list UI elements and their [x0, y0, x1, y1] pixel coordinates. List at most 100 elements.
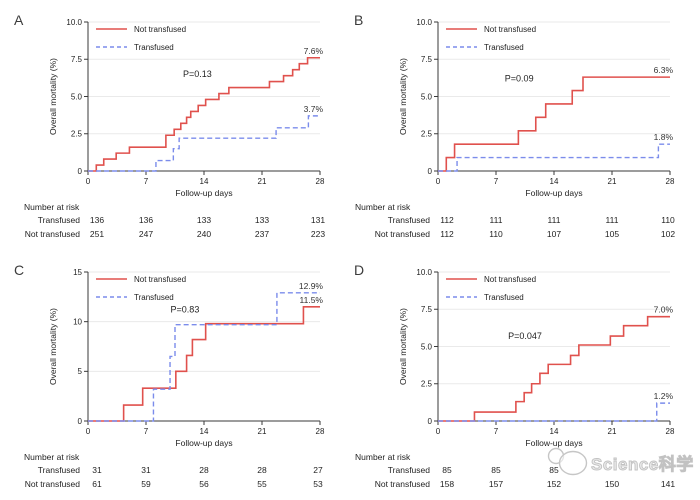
panel-a: A 0 2.5 5.0 7.5 10.0 0 7 14 21 28 Follow-up days Ov… [0, 0, 350, 250]
y-tick-label: 0 [428, 417, 433, 426]
x-axis-label: Follow-up days [175, 188, 232, 198]
y-tick-label: 5 [78, 367, 83, 376]
x-tick-label: 28 [316, 177, 325, 186]
risk-value: 85 [442, 465, 452, 475]
panel-letter-d: D [354, 262, 365, 278]
legend-label: Not transfused [134, 25, 186, 34]
risk-row-label-not-transfused: Not transfused [374, 229, 430, 239]
risk-value: 247 [138, 229, 154, 239]
watermark: Science科学 [545, 444, 694, 480]
risk-value: 152 [546, 479, 562, 489]
x-tick-label: 21 [258, 427, 267, 436]
x-tick-label: 7 [494, 177, 499, 186]
y-tick-label: 7.5 [421, 55, 433, 64]
transfused-curve [438, 143, 670, 172]
km-chart-a: 0 2.5 5.0 7.5 10.0 0 7 14 21 28 Follow-up days Over… [0, 0, 350, 200]
risk-value: 251 [89, 229, 105, 239]
risk-value: 53 [313, 479, 323, 489]
x-axis-label: Follow-up days [175, 438, 232, 448]
legend-label: Transfused [484, 43, 524, 52]
risk-value: 56 [199, 479, 209, 489]
risk-value: 111 [489, 215, 503, 225]
p-value-label: P=0.13 [183, 69, 212, 79]
x-tick-label: 14 [200, 177, 209, 186]
risk-value: 31 [92, 465, 102, 475]
x-tick-label: 7 [144, 427, 149, 436]
y-tick-label: 0 [78, 417, 83, 426]
risk-value: 133 [196, 215, 212, 225]
legend-label: Transfused [484, 293, 524, 302]
not-transfused-curve [88, 56, 320, 172]
risk-value: 55 [257, 479, 267, 489]
risk-value: 112 [440, 215, 454, 225]
risk-row-label-not-transfused: Not transfused [374, 479, 430, 489]
not-transfused-curve [88, 305, 320, 422]
panel-letter-a: A [14, 12, 24, 28]
not-transfused-curve [438, 76, 670, 172]
risk-value: 28 [257, 465, 267, 475]
x-tick-label: 28 [666, 427, 675, 436]
y-tick-label: 2.5 [421, 380, 433, 389]
curve-end-label: 7.6% [304, 46, 324, 56]
risk-value: 105 [604, 229, 620, 239]
risk-row-label-not-transfused: Not transfused [24, 479, 80, 489]
x-tick-label: 0 [436, 177, 441, 186]
p-value-label: P=0.83 [171, 305, 200, 315]
risk-value: 136 [138, 215, 154, 225]
risk-value: 111 [547, 215, 561, 225]
transfused-curve [88, 115, 320, 172]
legend-label: Not transfused [134, 275, 186, 284]
y-axis-label: Overall mortality (%) [48, 58, 58, 135]
risk-value: 141 [660, 479, 676, 489]
x-tick-label: 28 [666, 177, 675, 186]
panel-letter-b: B [354, 12, 364, 28]
x-axis-label: Follow-up days [525, 438, 582, 448]
not-transfused-curve [438, 315, 670, 422]
km-chart-c: 0 5 10 15 0 7 14 21 28 Follow-up days Overall mort… [0, 250, 350, 450]
y-tick-label: 5.0 [421, 342, 433, 351]
x-tick-label: 28 [316, 427, 325, 436]
risk-value: 28 [199, 465, 209, 475]
number-at-risk-header: Number at risk [355, 452, 411, 462]
y-tick-label: 5.0 [421, 92, 433, 101]
risk-value: 85 [491, 465, 501, 475]
risk-value: 158 [439, 479, 455, 489]
risk-value: 131 [310, 215, 326, 225]
legend-label: Not transfused [484, 25, 536, 34]
curve-end-label: 7.0% [654, 305, 674, 315]
x-tick-label: 14 [200, 427, 209, 436]
km-plot-D: 0 2.5 5.0 7.5 10.0 0 7 14 21 28 Follow-up days Over… [398, 268, 675, 448]
risk-value: 85 [549, 465, 559, 475]
y-tick-label: 10.0 [416, 18, 432, 27]
risk-value: 136 [89, 215, 105, 225]
risk-value: 150 [604, 479, 620, 489]
risk-value: 157 [488, 479, 504, 489]
legend-label: Transfused [134, 43, 174, 52]
risk-value: 223 [310, 229, 326, 239]
x-tick-label: 14 [550, 177, 559, 186]
panel-b: B 0 2.5 5.0 7.5 10.0 0 7 14 21 28 Follow-up days Ov… [350, 0, 700, 250]
p-value-label: P=0.047 [508, 331, 542, 341]
panel-letter-c: C [14, 262, 25, 278]
risk-row-label-transfused: Transfused [387, 215, 430, 225]
x-tick-label: 21 [608, 427, 617, 436]
x-axis-label: Follow-up days [525, 188, 582, 198]
transfused-curve [438, 402, 670, 422]
overlapping-circles-logo-icon [547, 447, 588, 476]
curve-end-label: 1.8% [654, 132, 674, 142]
risk-value: 237 [254, 229, 270, 239]
y-tick-label: 2.5 [421, 130, 433, 139]
x-tick-label: 21 [608, 177, 617, 186]
risk-row-label-not-transfused: Not transfused [24, 229, 80, 239]
curve-end-label: 11.5% [300, 295, 324, 305]
risk-value: 133 [254, 215, 270, 225]
panel-c: C 0 5 10 15 0 7 14 21 28 Follow-up days Overall mo… [0, 250, 350, 500]
y-tick-label: 0 [428, 167, 433, 176]
p-value-label: P=0.09 [505, 74, 534, 84]
km-plot-B: 0 2.5 5.0 7.5 10.0 0 7 14 21 28 Follow-up days Over… [398, 18, 675, 198]
risk-value: 61 [92, 479, 102, 489]
number-at-risk-header: Number at risk [24, 202, 80, 212]
x-tick-label: 0 [436, 427, 441, 436]
km-chart-b: 0 2.5 5.0 7.5 10.0 0 7 14 21 28 Follow-up days Over… [350, 0, 700, 200]
